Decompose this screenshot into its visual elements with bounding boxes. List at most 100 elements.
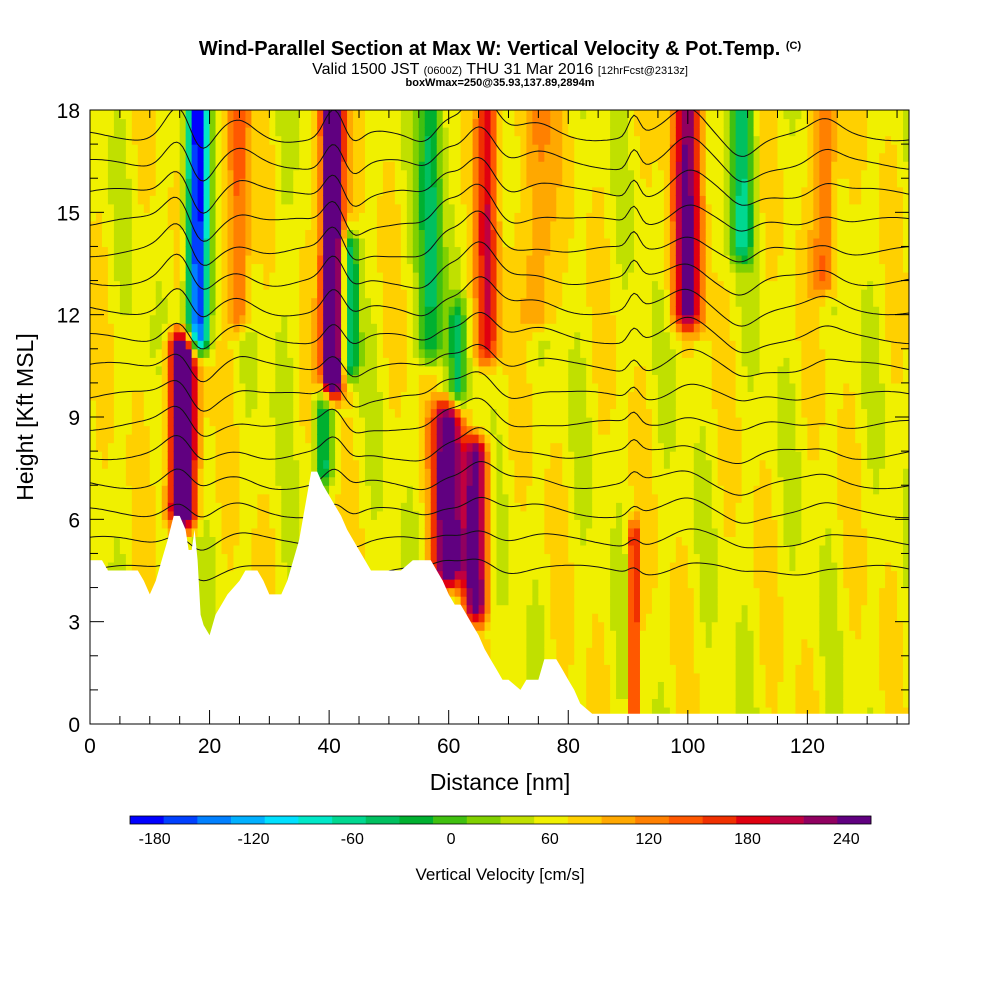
velocity-cell <box>329 186 336 196</box>
velocity-cell <box>496 655 504 665</box>
velocity-cell <box>155 434 163 444</box>
velocity-cell <box>221 553 229 563</box>
velocity-cell <box>143 212 151 222</box>
velocity-cell <box>239 434 247 444</box>
velocity-cell <box>119 195 127 205</box>
velocity-cell <box>167 186 175 196</box>
velocity-cell <box>442 169 450 179</box>
velocity-cell <box>161 195 169 205</box>
velocity-cell <box>317 374 324 384</box>
velocity-cell <box>359 417 366 427</box>
velocity-cell <box>442 229 450 239</box>
velocity-cell <box>113 237 121 248</box>
velocity-cell <box>484 357 492 367</box>
velocity-cell <box>448 561 456 572</box>
velocity-cell <box>263 417 270 427</box>
velocity-cell <box>472 348 480 358</box>
velocity-cell <box>359 527 366 537</box>
velocity-cell <box>353 417 360 427</box>
velocity-cell <box>149 365 157 375</box>
velocity-cell <box>382 152 390 162</box>
velocity-cell <box>269 570 276 580</box>
velocity-cell <box>442 272 450 282</box>
velocity-cell <box>418 314 426 324</box>
velocity-cell <box>251 237 258 248</box>
velocity-cell <box>107 272 115 282</box>
velocity-cell <box>490 382 498 393</box>
velocity-cell <box>209 220 217 230</box>
velocity-cell <box>400 425 408 435</box>
velocity-cell <box>466 468 474 478</box>
velocity-cell <box>251 272 258 282</box>
velocity-cell <box>257 135 264 145</box>
velocity-cell <box>275 212 282 222</box>
velocity-cell <box>113 178 121 188</box>
velocity-cell <box>233 118 241 128</box>
velocity-cell <box>353 144 360 154</box>
velocity-cell <box>335 203 342 213</box>
velocity-cell <box>329 382 336 393</box>
velocity-cell <box>341 340 348 350</box>
velocity-cell <box>125 417 133 427</box>
velocity-cell <box>269 544 276 555</box>
velocity-cell <box>400 127 408 137</box>
velocity-cell <box>460 408 468 418</box>
velocity-cell <box>388 502 396 512</box>
velocity-cell <box>382 357 390 367</box>
velocity-cell <box>359 451 366 461</box>
velocity-cell <box>101 365 109 375</box>
velocity-cell <box>293 212 300 222</box>
velocity-cell <box>364 357 372 367</box>
velocity-cell <box>101 536 109 546</box>
velocity-cell <box>472 587 480 597</box>
velocity-cell <box>394 169 402 179</box>
velocity-cell <box>95 161 103 171</box>
velocity-cell <box>406 178 414 188</box>
velocity-cell <box>496 323 504 333</box>
velocity-cell <box>90 391 97 401</box>
velocity-cell <box>359 493 366 503</box>
velocity-cell <box>191 314 199 324</box>
velocity-cell <box>227 391 235 401</box>
velocity-cell <box>454 254 462 265</box>
velocity-cell <box>484 323 492 333</box>
velocity-cell <box>143 434 151 444</box>
velocity-cell <box>478 246 486 256</box>
velocity-cell <box>101 127 109 137</box>
box-info: boxWmax=250@35.93,137.89,2894m <box>405 77 595 89</box>
velocity-cell <box>131 442 139 452</box>
velocity-cell <box>90 161 97 171</box>
velocity-cell <box>347 340 354 350</box>
velocity-cell <box>311 118 318 128</box>
velocity-cell <box>215 510 223 520</box>
velocity-cell <box>335 289 342 299</box>
velocity-cell <box>287 178 294 188</box>
velocity-cell <box>191 272 199 282</box>
velocity-cell <box>370 186 378 196</box>
velocity-cell <box>257 493 264 503</box>
velocity-cell <box>227 135 235 145</box>
velocity-cell <box>305 254 312 265</box>
velocity-cell <box>137 553 145 563</box>
velocity-cell <box>454 237 462 248</box>
velocity-cell <box>299 365 306 375</box>
velocity-cell <box>239 297 247 307</box>
velocity-cell <box>430 459 438 469</box>
velocity-cell <box>412 169 420 179</box>
velocity-cell <box>341 331 348 341</box>
velocity-cell <box>466 485 474 495</box>
velocity-cell <box>233 510 241 520</box>
velocity-cell <box>370 246 378 256</box>
velocity-cell <box>478 289 486 299</box>
velocity-cell <box>239 519 247 529</box>
velocity-cell <box>311 340 318 350</box>
velocity-cell <box>478 220 486 230</box>
velocity-cell <box>317 357 324 367</box>
velocity-cell <box>257 229 264 239</box>
velocity-cell <box>131 272 139 282</box>
velocity-cell <box>335 118 342 128</box>
velocity-cell <box>179 110 187 120</box>
velocity-cell <box>125 340 133 350</box>
velocity-cell <box>143 340 151 350</box>
velocity-cell <box>400 161 408 171</box>
